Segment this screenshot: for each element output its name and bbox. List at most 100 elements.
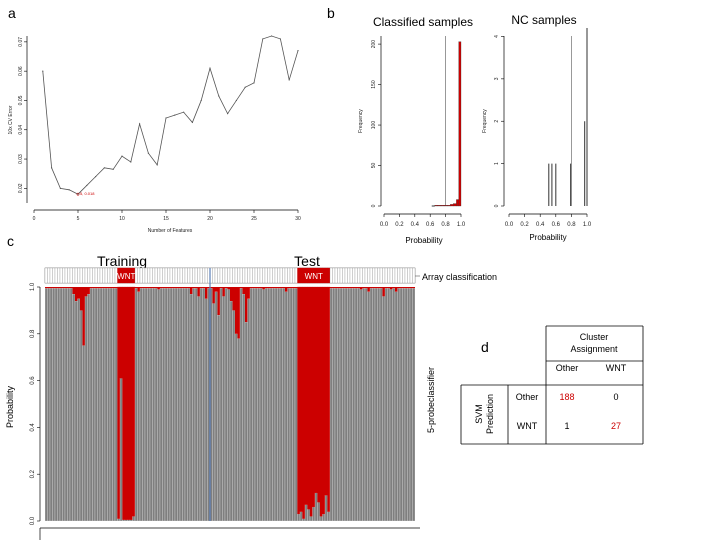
c-bar-wnt xyxy=(160,287,163,289)
b1-xtick-label: 1.0 xyxy=(457,222,466,228)
c-bar-other xyxy=(242,293,246,522)
c-bar-other xyxy=(252,288,256,522)
c-bar-wnt xyxy=(92,287,95,289)
c-bar-other xyxy=(354,288,358,522)
b1-ylabel: Frequency xyxy=(358,109,364,133)
c-bar-other xyxy=(187,288,191,522)
a-ytick-label: 0.02 xyxy=(18,183,24,193)
c-strip-cell xyxy=(99,267,103,284)
c-bar-other xyxy=(194,288,198,522)
b1-bar xyxy=(437,205,442,207)
panel-letter-c: c xyxy=(7,233,14,249)
b1-bar xyxy=(458,41,462,207)
c-strip-cell xyxy=(362,267,366,284)
c-bar-wnt xyxy=(72,287,75,295)
b2-xtick-label: 1.0 xyxy=(583,222,592,228)
c-strip-cell xyxy=(167,267,171,284)
c-strip-cell xyxy=(47,267,51,284)
c-bar-wnt xyxy=(207,287,210,289)
c-strip-cell xyxy=(219,267,223,284)
d-row-group-line1: SVM xyxy=(474,404,484,424)
c-bar-wnt xyxy=(370,287,373,289)
c-strip-cell xyxy=(134,267,138,284)
c-ytick-label: 0.2 xyxy=(30,469,36,478)
panel-b-classified-histogram: Classified samples 0 50 100 150 200 0.0 0.2 0.… xyxy=(358,15,473,245)
c-bar-wnt xyxy=(260,287,263,289)
c-bar-other xyxy=(139,288,143,522)
b1-title: Classified samples xyxy=(373,15,473,29)
d-row-group-line2: Prediction xyxy=(485,394,495,434)
c-strip-cell xyxy=(267,267,271,284)
b2-ytick-label: 2 xyxy=(494,120,500,123)
c-bar-other xyxy=(79,310,83,522)
c-strip-cell xyxy=(199,267,203,284)
c-bar-other xyxy=(229,300,233,522)
c-strip-cell xyxy=(69,267,73,284)
c-bar-other xyxy=(319,516,323,522)
c-bar-wnt xyxy=(222,287,225,297)
c-strip-cell xyxy=(87,267,91,284)
c-bar-wnt xyxy=(355,287,358,289)
c-strip-cell xyxy=(327,267,331,284)
c-bar-wnt xyxy=(365,287,368,289)
c-bar-wnt xyxy=(150,287,153,289)
c-bar-other xyxy=(77,298,81,522)
c-bar-other xyxy=(132,516,136,522)
c-bar-wnt xyxy=(237,287,240,339)
d-col-group-line2: Assignment xyxy=(570,344,618,354)
c-bar-other xyxy=(237,338,241,522)
c-bar-wnt xyxy=(165,287,168,289)
d-cell-other-wnt: 0 xyxy=(613,392,618,402)
b1-xtick-label: 0.2 xyxy=(395,222,404,228)
c-bar-other xyxy=(224,288,228,522)
c-strip-cell xyxy=(379,267,383,284)
c-bar-wnt xyxy=(242,287,245,295)
c-bar-other xyxy=(409,288,413,522)
c-bar-wnt xyxy=(132,286,136,517)
c-strip-cell xyxy=(94,267,98,284)
c-bar-other xyxy=(284,291,288,522)
c-strip-cell xyxy=(222,267,226,284)
c-bar-wnt xyxy=(314,286,318,494)
c-bar-wnt xyxy=(307,286,311,510)
c-bar-wnt xyxy=(255,287,258,289)
c-bar-other xyxy=(87,293,91,522)
b1-bar xyxy=(443,205,448,207)
a-xtick-label: 0 xyxy=(33,216,36,222)
c-bar-wnt xyxy=(65,287,68,289)
c-strip-cell xyxy=(257,267,261,284)
c-bar-other xyxy=(227,289,231,522)
c-bar-other xyxy=(164,288,168,522)
c-strip-cell xyxy=(409,267,413,284)
c-bar-wnt xyxy=(97,287,100,289)
c-strip-cell xyxy=(227,267,231,284)
c-bar-wnt xyxy=(385,287,388,289)
c-strip-wnt-label-1: WNT xyxy=(117,272,135,281)
c-strip-cell xyxy=(354,267,358,284)
c-strip-cell xyxy=(402,267,406,284)
c-bar-other xyxy=(147,288,151,522)
c-bar-wnt xyxy=(335,287,338,289)
c-bar-other xyxy=(384,288,388,522)
c-bar-wnt xyxy=(232,287,235,311)
c-bar-wnt xyxy=(110,287,113,289)
b2-xtick-label: 0.4 xyxy=(536,222,545,228)
c-bar-wnt xyxy=(57,287,60,289)
c-bar-wnt xyxy=(282,287,285,289)
c-bar-wnt xyxy=(312,286,316,508)
c-bar-other xyxy=(329,288,333,522)
c-strip-cell xyxy=(184,267,188,284)
c-strip-cell xyxy=(149,267,153,284)
c-bar-other xyxy=(332,288,336,522)
c-strip-cell xyxy=(194,267,198,284)
c-bar-wnt xyxy=(62,287,65,289)
c-strip-cell xyxy=(237,267,241,284)
b2-ytick-label: 4 xyxy=(494,35,500,38)
c-bar-other xyxy=(312,506,316,522)
c-bar-other xyxy=(244,321,248,522)
c-bar-wnt xyxy=(82,287,85,346)
c-bar-wnt xyxy=(382,287,385,297)
c-bar-wnt xyxy=(190,287,193,295)
c-bar-other xyxy=(172,288,176,522)
a-point xyxy=(139,123,141,125)
